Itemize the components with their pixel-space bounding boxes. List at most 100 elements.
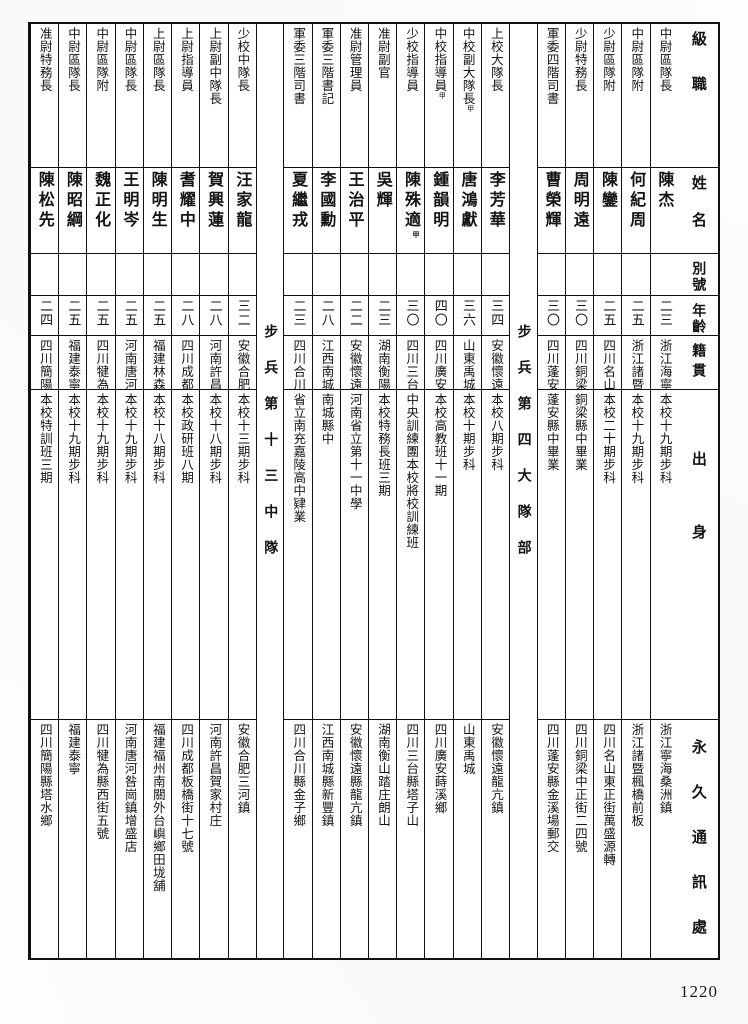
cell-origin-text: 中央訓練團本校將校訓練班 [404,393,420,549]
person-column[interactable]: 中尉區隊長 王明岑 二五 河南唐河 本校十九期步科 河南唐河咎崗鎮增盛店 [114,24,143,958]
cell-origin-text: 本校特訓班三期 [37,393,53,484]
cell-alias [284,254,312,296]
cell-rank-text: 少尉區隊附 [601,27,617,92]
cell-address: 四川蓬安縣金溪場郵交 [538,720,565,958]
cell-native: 安徽懷遠 [340,336,369,390]
cell-origin: 蓬安縣中畢業 [537,390,565,720]
cell-origin-text: 本校十九期步科 [122,393,138,484]
cell-native-text: 四川簡陽 [37,339,53,390]
cell-rank-text: 上尉指導員 [178,27,194,92]
cell-age: 三〇 [397,296,425,336]
cell-address: 四川名山東正街萬盛源轉 [594,720,621,958]
rank-annotation: 甲 [466,105,475,113]
cell-origin-text: 南城縣中 [319,393,335,445]
cell-address: 福建福州南關外台嶼鄉田垅舖 [144,720,171,958]
name-annotation: 甲 [412,231,421,242]
cell-address-text: 山東禹城 [460,723,476,775]
cell-name-text: 夏繼戎 [289,171,309,231]
cell-rank: 少尉區隊附 [594,24,622,168]
person-column[interactable]: 少校中隊長 汪家龍 三二 安徽合肥 本校十三期步科 安徽合肥三河鎮 [227,24,256,958]
cell-native: 浙江海寧 [650,336,678,390]
cell-name: 陳杰 [650,168,678,254]
cell-rank: 中校指導員甲 [425,24,453,168]
cell-rank: 中尉區隊附 [622,24,650,168]
person-column[interactable]: 軍委四階司書 曹榮輝 三〇 四川蓬安 蓬安縣中畢業 四川蓬安縣金溪場郵交 [536,24,565,958]
cell-address: 福建泰寧 [59,720,86,958]
cell-rank: 准尉管理員 [340,24,369,168]
person-column[interactable]: 少尉特務長 周明遠 三〇 四川銅梁 銅梁縣中畢業 四川銅梁中正街二四號 [564,24,594,958]
cell-address: 安徽懷遠縣龍亢鎮 [341,720,368,958]
person-column[interactable]: 中校指導員甲 鍾韻明 四〇 四川廣安 本校高教班十一期 四川廣安蒔溪鄉 [424,24,453,958]
person-column[interactable]: 准尉管理員 王治平 二二 安徽懷遠 河南省立第十一中學 安徽懷遠縣龍亢鎮 [339,24,369,958]
person-column[interactable]: 上尉副中隊長 賀興蓮 二八 河南許昌 本校十八期步科 河南許昌賀家村庄 [199,24,228,958]
cell-origin: 南城縣中 [312,390,340,720]
cell-name-text: 曹榮輝 [542,171,562,231]
cell-name: 鍾韻明 [425,168,453,254]
person-column[interactable]: 中尉區隊長 陳杰 二三 浙江海寧 本校十九期步科 浙江寧海桑洲鎮 [649,24,678,958]
cell-origin: 中央訓練團本校將校訓練班 [397,390,425,720]
cell-origin: 本校特訓班三期 [30,390,59,720]
cell-alias [200,254,228,296]
cell-origin: 本校十九期步科 [650,390,678,720]
cell-name-text: 陳鑾 [598,171,618,211]
cell-native: 江西南城 [312,336,340,390]
person-column[interactable]: 中尉區隊長 陳昭綱 二五 福建泰寧 本校十九期步科 福建泰寧 [58,24,87,958]
cell-origin-text: 省立南充嘉陵高中肄業 [291,393,307,523]
cell-name: 唐鴻獻 [453,168,481,254]
cell-age-text: 二五 [93,299,109,327]
cell-age-text: 三二 [234,299,250,327]
cell-age: 二五 [87,296,115,336]
cell-alias [425,254,453,296]
cell-alias [537,254,565,296]
person-column[interactable]: 准尉副官 吳輝 二三 湖南衡陽 本校特務長班三期 湖南衡山踏庄朗山 [368,24,397,958]
cell-alias [594,254,622,296]
cell-rank-text: 軍委三階司書 [291,27,307,105]
person-column[interactable]: 少尉區隊附 陳鑾 二五 四川名山 本校二十期步科 四川名山東正街萬盛源轉 [593,24,622,958]
cell-rank: 少校中隊長 [228,24,256,168]
cell-age-text: 三〇 [403,299,419,327]
cell-rank: 上尉副中隊長 [200,24,228,168]
person-column[interactable]: 少校指導員 陳殊適甲 三〇 四川三台 中央訓練團本校將校訓練班 四川三台縣塔子山 [396,24,425,958]
person-column[interactable]: 上尉指導員 耆耀中 二八 四川成都 本校政研班八期 四川成都板橋街十七號 [171,24,200,958]
cell-native-text: 四川合川 [291,339,307,390]
cell-alias [30,254,59,296]
cell-rank-text: 中尉區隊附 [94,27,110,92]
page-number: 1220 [680,982,718,1001]
cell-rank: 中尉區隊長 [650,24,678,168]
cell-age-text: 二八 [318,299,334,327]
cell-rank-text: 准尉特務長 [37,27,53,92]
person-column[interactable]: 上校大隊長 李芳華 三四 安徽懷遠 本校八期步科 安徽懷遠龍亢鎮 [480,24,510,958]
cell-name: 夏繼戎 [284,168,312,254]
person-column[interactable]: 中尉區隊附 魏正化 二五 四川犍為 本校十九期步科 四川犍為縣西街五號 [86,24,115,958]
cell-rank: 少尉特務長 [565,24,594,168]
cell-alias [312,254,340,296]
cell-age: 三六 [453,296,481,336]
person-column[interactable]: 中尉區隊附 何紀周 二五 浙江諸暨 本校十九期步科 浙江諸暨楓橋前板 [621,24,650,958]
cell-origin-text: 銅梁縣中畢業 [572,393,588,471]
person-column[interactable]: 中校副大隊長甲 唐鴻獻 三六 山東禹城 本校十期步科 山東禹城 [452,24,481,958]
cell-rank: 中校副大隊長甲 [453,24,481,168]
cell-native-text: 安徽合肥 [235,339,251,390]
cell-native: 河南唐河 [115,336,143,390]
cell-address-text: 江西南城縣新豐鎮 [319,723,335,827]
cell-age-text: 四〇 [431,299,447,327]
cell-origin-text: 本校十九期步科 [657,393,673,484]
cell-origin: 本校特務長班三期 [369,390,397,720]
person-column[interactable]: 軍委三階司書 夏繼戎 二三 四川合川 省立南充嘉陵高中肄業 四川合川縣金子鄉 [283,24,312,958]
cell-name: 王明岑 [115,168,143,254]
cell-alias [565,254,594,296]
cell-alias [87,254,115,296]
cell-age-text: 二八 [178,299,194,327]
cell-native: 安徽合肥 [228,336,256,390]
cell-address-text: 四川簡陽縣塔水鄉 [37,723,53,827]
cell-name-text: 王明岑 [120,171,140,231]
group-label-column: 步兵第十三中隊 [255,24,284,958]
person-column[interactable]: 上尉區隊長 陳明生 二五 福建林森 本校十八期步科 福建福州南關外台嶼鄉田垅舖 [142,24,172,958]
cell-address-text: 四川犍為縣西街五號 [94,723,110,840]
cell-name-text: 賀興蓮 [205,171,225,231]
person-column[interactable]: 軍委三階書記 李國勳 二八 江西南城 南城縣中 江西南城縣新豐鎮 [311,24,340,958]
cell-age-text: 二八 [206,299,222,327]
cell-rank: 上尉指導員 [172,24,200,168]
field-label-address: 永久通訊處 [689,739,708,958]
person-column[interactable]: 准尉特務長 陳松先 二四 四川簡陽 本校特訓班三期 四川簡陽縣塔水鄉 [29,24,59,958]
